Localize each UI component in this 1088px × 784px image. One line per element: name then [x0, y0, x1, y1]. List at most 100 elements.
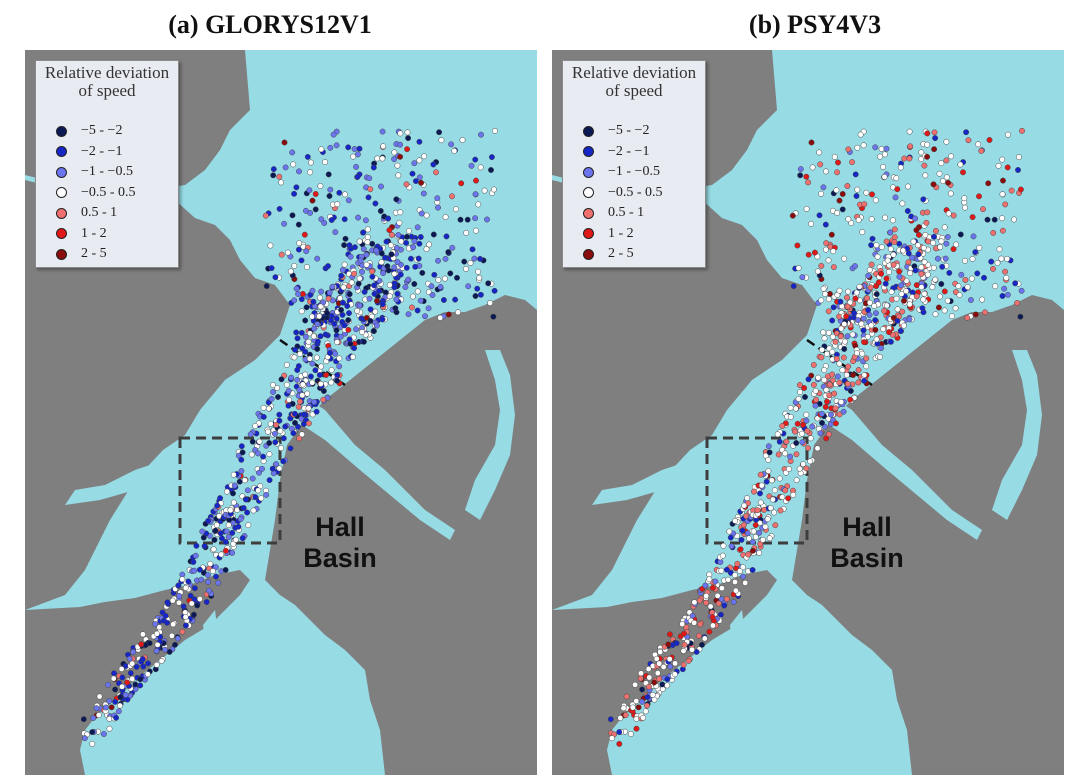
drifter-point [929, 284, 936, 291]
drifter-point [797, 389, 804, 395]
drifter-point [209, 568, 216, 575]
drifter-point [119, 683, 125, 690]
drifter-point [392, 305, 399, 312]
drifter-point [362, 217, 369, 224]
panel-a-map: Relative deviation of speed −5 - −2 −2 - … [25, 50, 537, 775]
drifter-point [309, 197, 316, 204]
drifter-point [680, 661, 687, 668]
drifter-point [1002, 201, 1009, 208]
drifter-point [807, 458, 814, 465]
drifter-point [318, 146, 325, 153]
drifter-point [945, 210, 952, 217]
drifter-point [939, 263, 946, 270]
drifter-point [140, 663, 147, 670]
drifter-point [295, 246, 302, 253]
drifter-point [691, 619, 698, 626]
drifter-point [411, 160, 418, 167]
drifter-point [185, 578, 192, 585]
drifter-point [873, 310, 879, 317]
drifter-point [461, 258, 468, 265]
drifter-point [328, 379, 335, 386]
drifter-point [339, 299, 346, 306]
drifter-point [709, 614, 716, 621]
drifter-point [999, 293, 1006, 299]
drifter-point [876, 353, 883, 360]
drifter-point [422, 313, 428, 320]
drifter-point [308, 159, 314, 166]
drifter-point [805, 376, 812, 383]
drifter-point [132, 681, 139, 688]
drifter-point [818, 297, 825, 304]
drifter-point [244, 487, 251, 494]
drifter-point [402, 284, 409, 291]
legend-label: 2 - 5 [608, 246, 634, 261]
drifter-point [793, 477, 800, 484]
drifter-point [356, 302, 363, 309]
drifter-point [765, 443, 772, 450]
drifter-point [283, 381, 290, 388]
drifter-point [325, 263, 331, 270]
drifter-point [864, 295, 871, 302]
drifter-point [367, 306, 374, 313]
drifter-point [754, 507, 761, 514]
drifter-point [736, 568, 743, 575]
drifter-point [620, 705, 627, 712]
fjord [255, 585, 350, 710]
drifter-point [795, 265, 802, 272]
drifter-point [487, 300, 494, 306]
fjord [592, 445, 727, 505]
drifter-point [918, 264, 925, 271]
drifter-point [1019, 127, 1025, 134]
legend-marker [56, 187, 67, 198]
drifter-point [863, 363, 870, 370]
drifter-point [410, 244, 417, 251]
drifter-point [475, 268, 482, 275]
drifter-point [263, 491, 270, 498]
drifter-point [227, 507, 234, 514]
drifter-point [840, 354, 847, 361]
drifter-point [683, 624, 690, 631]
drifter-point [273, 421, 280, 428]
drifter-point [900, 322, 907, 329]
drifter-point [841, 338, 848, 345]
drifter-point [447, 270, 454, 277]
drifter-point [299, 381, 306, 388]
drifter-point [709, 584, 716, 591]
hall-basin-line1: Hall [315, 512, 365, 542]
drifter-point [442, 255, 449, 262]
drifter-point [238, 468, 245, 474]
drifter-point [994, 260, 1001, 266]
drifter-point [484, 216, 490, 223]
drifter-point [657, 649, 664, 655]
drifter-point [250, 507, 257, 514]
drifter-point [176, 592, 183, 599]
drifter-point [763, 478, 770, 485]
drifter-point [906, 155, 913, 162]
drifter-point [180, 603, 187, 610]
drifter-point [845, 216, 852, 223]
drifter-point [232, 536, 239, 543]
drifter-point [834, 169, 841, 176]
drifter-point [337, 295, 344, 302]
drifter-point [465, 283, 472, 290]
drifter-point [356, 238, 363, 245]
drifter-point [866, 266, 873, 273]
drifter-point [900, 247, 907, 254]
drifter-point [248, 451, 255, 458]
drifter-point [823, 168, 829, 175]
drifter-point [328, 317, 334, 324]
drifter-point [314, 321, 321, 328]
drifter-point [931, 146, 938, 153]
drifter-point [818, 262, 825, 269]
drifter-point [198, 576, 205, 583]
drifter-point [421, 153, 428, 160]
drifter-point [843, 294, 850, 301]
drifter-point [715, 600, 722, 607]
drifter-point [886, 268, 892, 275]
drifter-point [941, 288, 948, 295]
drifter-point [820, 285, 827, 292]
drifter-point [699, 641, 705, 648]
drifter-point [322, 331, 329, 338]
drifter-point [769, 496, 776, 503]
drifter-point [485, 280, 492, 287]
